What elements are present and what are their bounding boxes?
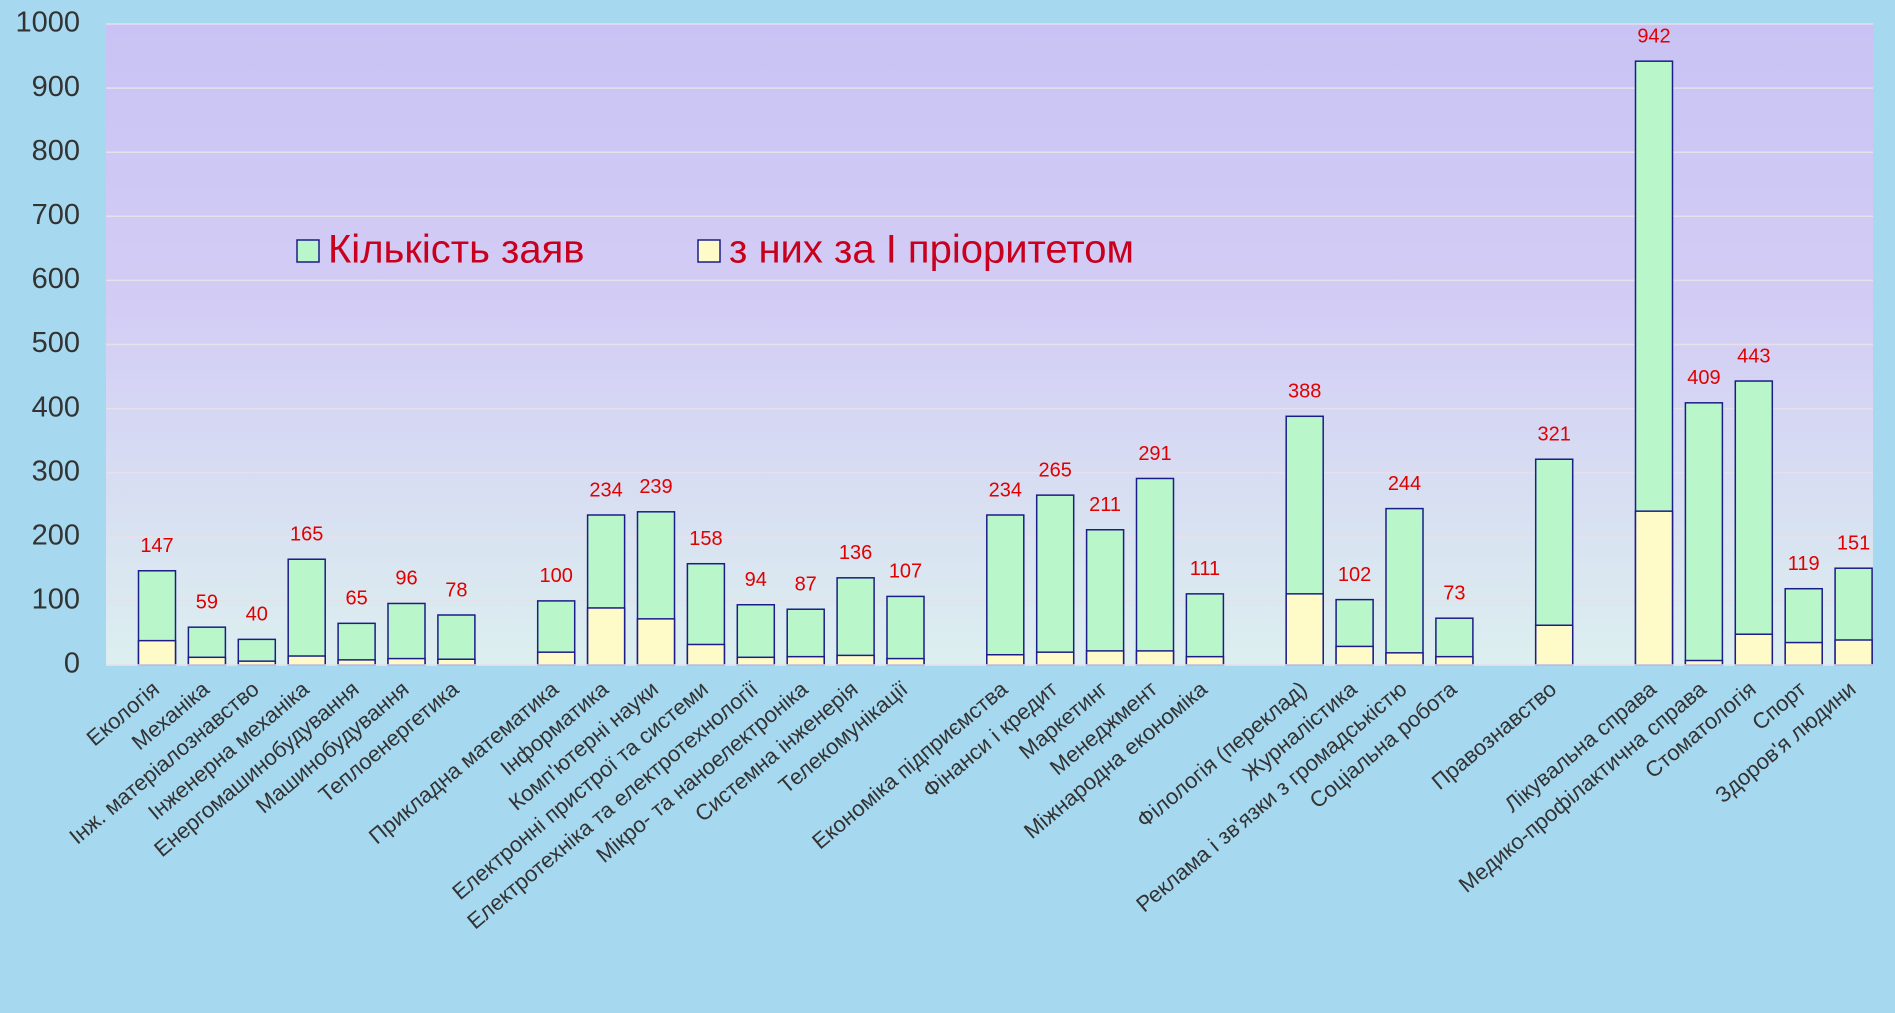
value-label: 136: [839, 542, 872, 564]
legend-swatch: [297, 240, 319, 262]
value-label: 102: [1338, 564, 1371, 586]
bar: [887, 596, 924, 665]
legend-swatch: [698, 240, 720, 262]
bar: [1087, 530, 1124, 665]
value-label: 234: [989, 479, 1022, 501]
x-tick-label: Інж. матеріалознавство: [64, 676, 263, 849]
value-label: 151: [1837, 532, 1870, 554]
value-label: 73: [1443, 582, 1465, 604]
value-label: 321: [1538, 424, 1571, 446]
value-label: 119: [1788, 553, 1820, 575]
bar: [338, 623, 375, 665]
value-label: 78: [445, 579, 467, 601]
value-label: 40: [246, 604, 268, 626]
bar: [288, 559, 325, 665]
bar: [1286, 594, 1323, 665]
y-tick-label: 800: [32, 135, 80, 167]
bar: [737, 605, 774, 665]
value-label: 100: [540, 565, 573, 587]
value-label: 388: [1288, 381, 1321, 403]
y-tick-label: 600: [32, 263, 80, 295]
value-label: 111: [1190, 558, 1220, 580]
bar: [1735, 381, 1772, 665]
x-tick-label: Медико-профілактична справа: [1454, 676, 1712, 898]
bar: [1336, 646, 1373, 665]
bar: [338, 660, 375, 665]
bar: [538, 652, 575, 665]
bar: [139, 641, 176, 665]
value-label: 158: [689, 528, 722, 550]
chart: 01002003004005006007008009001000Екологія…: [0, 0, 1895, 1013]
value-label: 147: [140, 535, 173, 557]
bar: [388, 603, 425, 665]
bar: [987, 655, 1024, 665]
bar: [787, 657, 824, 665]
y-tick-label: 400: [32, 391, 80, 423]
bar: [1735, 634, 1772, 665]
bar: [837, 578, 874, 665]
bar: [1137, 478, 1174, 665]
bar: [288, 656, 325, 665]
y-tick-label: 500: [32, 327, 80, 359]
y-tick-label: 300: [32, 455, 80, 487]
value-label: 65: [345, 588, 367, 610]
bar: [188, 657, 225, 665]
y-tick-label: 1000: [15, 7, 80, 39]
value-label: 942: [1637, 25, 1670, 47]
bar: [588, 608, 625, 665]
bar: [987, 515, 1024, 665]
value-label: 107: [889, 561, 922, 583]
bar: [837, 655, 874, 665]
bar: [1685, 403, 1722, 665]
bar: [1785, 643, 1822, 665]
bar: [388, 659, 425, 665]
bar: [1835, 640, 1872, 665]
legend-label: Кількість заяв: [328, 228, 585, 272]
value-label: 244: [1388, 473, 1421, 495]
value-label: 59: [196, 591, 218, 613]
y-tick-label: 700: [32, 199, 80, 231]
bar: [1087, 651, 1124, 665]
bar: [1037, 652, 1074, 665]
bar: [737, 657, 774, 665]
bar: [638, 619, 675, 665]
value-label: 409: [1687, 367, 1720, 389]
value-label: 265: [1039, 459, 1072, 481]
value-label: 234: [589, 479, 622, 501]
y-tick-label: 900: [32, 71, 80, 103]
y-tick-label: 100: [32, 584, 80, 616]
bar: [438, 615, 475, 665]
value-label: 291: [1138, 443, 1171, 465]
y-tick-label: 200: [32, 519, 80, 551]
bar: [687, 644, 724, 665]
bar: [887, 659, 924, 665]
bar: [1137, 651, 1174, 665]
y-tick-label: 0: [64, 648, 80, 680]
value-label: 87: [795, 574, 817, 596]
bar: [1386, 509, 1423, 665]
bar: [1436, 657, 1473, 665]
bar: [1037, 495, 1074, 665]
bar: [1186, 594, 1223, 665]
bar: [1386, 653, 1423, 665]
value-label: 94: [745, 569, 767, 591]
bar: [1636, 511, 1673, 665]
bar: [438, 659, 475, 665]
value-label: 211: [1089, 494, 1121, 516]
bar: [1186, 657, 1223, 665]
value-label: 239: [639, 476, 672, 498]
value-label: 96: [395, 568, 417, 590]
bar: [1536, 625, 1573, 665]
value-label: 443: [1737, 345, 1770, 367]
legend-label: з них за I пріоритетом: [729, 228, 1134, 272]
value-label: 165: [290, 524, 323, 546]
